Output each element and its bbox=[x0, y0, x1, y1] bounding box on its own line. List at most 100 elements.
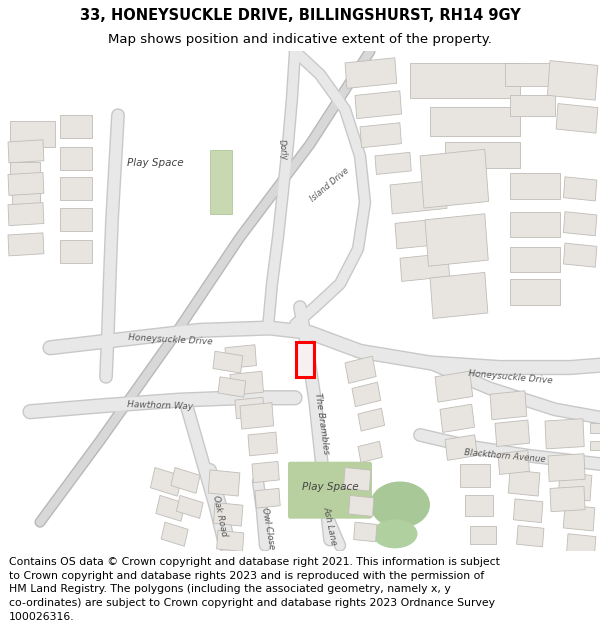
Bar bbox=[465, 496, 493, 516]
Bar bbox=[440, 404, 475, 432]
Bar bbox=[8, 140, 44, 163]
Bar bbox=[410, 63, 520, 98]
Bar bbox=[435, 371, 473, 402]
Text: 100026316.: 100026316. bbox=[9, 612, 74, 622]
Bar bbox=[460, 464, 490, 488]
Bar bbox=[255, 488, 280, 508]
Text: Play Space: Play Space bbox=[302, 482, 358, 492]
Bar bbox=[8, 233, 44, 256]
Bar bbox=[349, 496, 374, 516]
Bar bbox=[390, 179, 447, 214]
Bar bbox=[510, 212, 560, 238]
Bar bbox=[218, 377, 246, 397]
Text: 33, HONEYSUCKLE DRIVE, BILLINGSHURST, RH14 9GY: 33, HONEYSUCKLE DRIVE, BILLINGSHURST, RH… bbox=[80, 8, 520, 23]
Bar bbox=[171, 468, 200, 493]
Bar bbox=[400, 253, 449, 281]
Bar bbox=[60, 147, 92, 170]
Bar bbox=[343, 468, 371, 491]
Bar bbox=[210, 150, 232, 214]
Bar bbox=[176, 496, 203, 518]
Bar bbox=[510, 96, 555, 116]
Bar bbox=[60, 115, 92, 139]
Bar bbox=[8, 202, 44, 226]
Bar bbox=[558, 472, 592, 501]
Bar bbox=[240, 402, 274, 429]
Bar bbox=[10, 121, 55, 147]
Bar bbox=[510, 247, 560, 272]
Bar bbox=[566, 534, 596, 558]
FancyBboxPatch shape bbox=[288, 462, 372, 519]
Bar bbox=[235, 398, 264, 419]
Bar bbox=[60, 177, 92, 200]
Text: co-ordinates) are subject to Crown copyright and database rights 2023 Ordnance S: co-ordinates) are subject to Crown copyr… bbox=[9, 598, 495, 608]
Bar bbox=[505, 63, 555, 86]
Text: Island Drive: Island Drive bbox=[309, 166, 351, 204]
Bar bbox=[514, 499, 543, 522]
Bar bbox=[430, 272, 488, 319]
Bar bbox=[470, 526, 496, 544]
Bar bbox=[345, 356, 376, 383]
Text: Honeysuckle Drive: Honeysuckle Drive bbox=[467, 369, 553, 385]
Bar bbox=[151, 468, 182, 496]
Bar bbox=[545, 419, 584, 449]
Bar bbox=[10, 162, 40, 181]
Text: to Crown copyright and database rights 2023 and is reproduced with the permissio: to Crown copyright and database rights 2… bbox=[9, 571, 484, 581]
Bar bbox=[360, 122, 401, 148]
Bar bbox=[161, 522, 188, 546]
Bar bbox=[230, 371, 263, 396]
Ellipse shape bbox=[370, 481, 430, 528]
Text: Hawthorn Way: Hawthorn Way bbox=[127, 400, 193, 411]
Bar bbox=[248, 432, 277, 456]
Bar bbox=[510, 173, 560, 199]
Bar bbox=[556, 104, 598, 133]
Bar bbox=[517, 526, 544, 547]
Bar bbox=[353, 522, 377, 542]
Bar bbox=[430, 107, 520, 136]
Bar bbox=[8, 173, 44, 196]
Ellipse shape bbox=[373, 519, 418, 548]
Bar bbox=[490, 391, 527, 420]
Bar bbox=[590, 423, 600, 432]
Bar bbox=[510, 279, 560, 305]
Text: Honeysuckle Drive: Honeysuckle Drive bbox=[128, 333, 212, 346]
Bar bbox=[547, 61, 598, 100]
Bar bbox=[563, 212, 597, 236]
Text: HM Land Registry. The polygons (including the associated geometry, namely x, y: HM Land Registry. The polygons (includin… bbox=[9, 584, 451, 594]
Bar bbox=[548, 454, 585, 481]
Bar bbox=[563, 505, 595, 531]
Bar bbox=[445, 142, 520, 168]
Text: Oak Road: Oak Road bbox=[211, 495, 229, 538]
Bar bbox=[498, 451, 529, 474]
Bar bbox=[213, 351, 243, 373]
Bar bbox=[358, 408, 385, 431]
Text: Map shows position and indicative extent of the property.: Map shows position and indicative extent… bbox=[108, 34, 492, 46]
Text: Ash Lane: Ash Lane bbox=[322, 506, 338, 546]
Bar bbox=[60, 208, 92, 231]
Text: Blackthorn Avenue: Blackthorn Avenue bbox=[464, 448, 546, 464]
Bar bbox=[550, 486, 585, 512]
Text: Owl Close: Owl Close bbox=[260, 506, 276, 549]
Bar bbox=[225, 345, 256, 369]
Text: Dorly: Dorly bbox=[277, 139, 289, 161]
Text: The Brambles: The Brambles bbox=[313, 392, 331, 455]
Bar bbox=[214, 503, 243, 526]
Bar bbox=[563, 177, 597, 201]
Bar bbox=[420, 149, 488, 208]
Bar bbox=[252, 461, 279, 482]
Bar bbox=[208, 470, 240, 496]
Bar bbox=[395, 218, 447, 249]
Bar bbox=[358, 441, 382, 462]
Text: Play Space: Play Space bbox=[127, 158, 184, 168]
Bar bbox=[355, 91, 401, 119]
Bar bbox=[495, 420, 530, 446]
Bar bbox=[12, 189, 40, 205]
Bar bbox=[352, 382, 381, 407]
Bar bbox=[60, 239, 92, 263]
Bar bbox=[563, 243, 597, 268]
Bar bbox=[345, 58, 397, 88]
Bar bbox=[425, 214, 488, 266]
Bar bbox=[217, 531, 244, 551]
Text: Contains OS data © Crown copyright and database right 2021. This information is : Contains OS data © Crown copyright and d… bbox=[9, 557, 500, 567]
Bar bbox=[445, 435, 477, 461]
Bar bbox=[375, 152, 411, 174]
